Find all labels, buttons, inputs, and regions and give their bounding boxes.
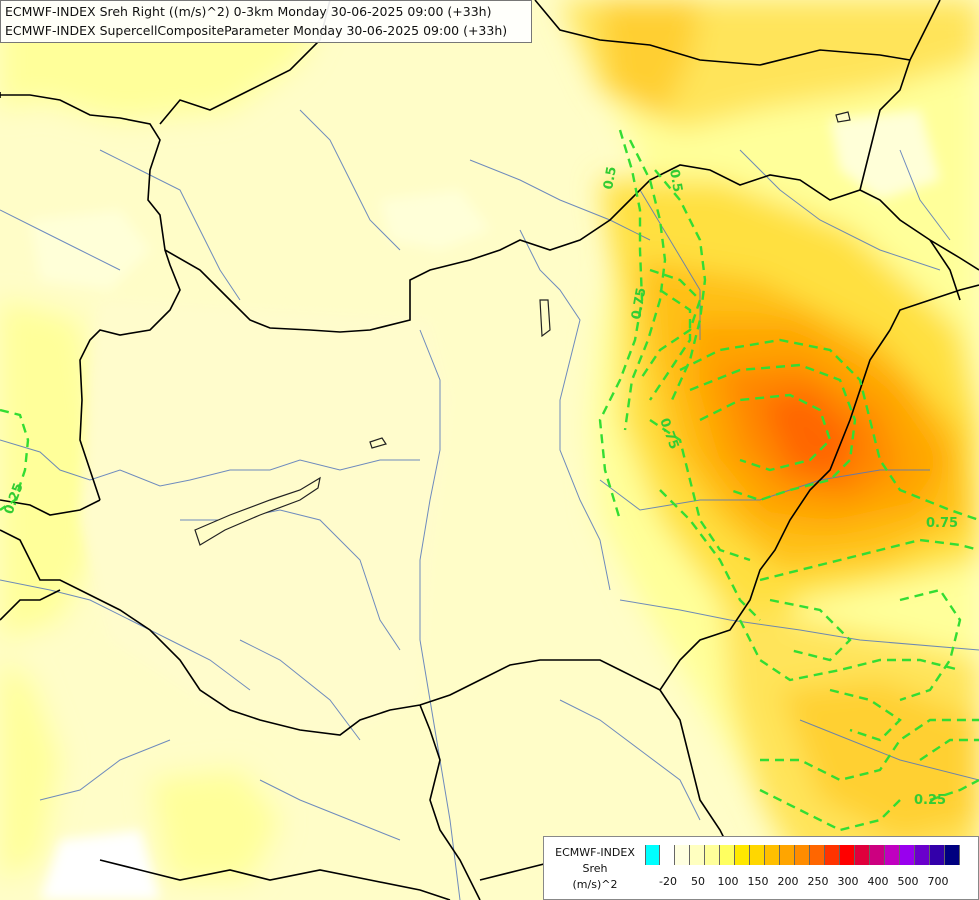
legend-tick-label: 300 [837,875,859,888]
legend-tick-label: 50 [691,875,705,888]
legend-swatch [780,845,795,865]
legend-swatch [900,845,915,865]
legend-swatch [690,845,705,865]
legend-swatch [735,845,750,865]
legend-swatch [915,845,930,865]
legend-swatch [660,845,675,865]
legend-swatch [795,845,810,865]
legend-tick-label: 200 [777,875,799,888]
legend-swatch [675,845,690,865]
legend-swatch [840,845,855,865]
legend-tick-label: 100 [717,875,739,888]
lakes [194,111,851,546]
legend-tick-label: 150 [747,875,769,888]
legend-swatch [765,845,780,865]
contour-label: 0.75 [629,286,649,320]
legend-source: ECMWF-INDEX [555,846,635,859]
legend-swatch [645,845,660,865]
legend-swatch [705,845,720,865]
legend-variable: Sreh [582,862,608,875]
contour-label: 0.25 [914,793,946,808]
legend-tick-label: 500 [897,875,919,888]
scp-contours [0,129,979,832]
legend-swatch [855,845,870,865]
contour-label: 0.5 [666,168,685,193]
contour-label: 0.5 [601,165,620,190]
legend-swatch [945,845,960,865]
rivers [0,109,979,900]
legend-swatch [750,845,765,865]
title-line-2: ECMWF-INDEX SupercellCompositeParameter … [5,23,508,38]
legend-swatch [825,845,840,865]
title-line-1: ECMWF-INDEX Sreh Right ((m/s)^2) 0-3km M… [5,4,492,19]
legend-tick-label: 700 [927,875,949,888]
legend-swatch [930,845,945,865]
legend-tick-label: 400 [867,875,889,888]
color-legend: ECMWF-INDEX Sreh (m/s)^2 -20 50 100 150 200 2… [543,836,979,900]
light-areas [30,110,940,900]
legend-swatch [870,845,885,865]
legend-unit: (m/s)^2 [572,878,618,891]
legend-tick-label: 250 [807,875,829,888]
legend-color-bar [645,845,960,865]
legend-ticks: -20 50 100 150 200 250 300 400 500 700 [645,875,975,889]
legend-swatch [720,845,735,865]
map-title-box: ECMWF-INDEX Sreh Right ((m/s)^2) 0-3km M… [0,0,532,43]
legend-swatch [885,845,900,865]
legend-swatch [810,845,825,865]
legend-tick-label: -20 [659,875,677,888]
contour-label: 0.75 [926,516,958,531]
legend-label: ECMWF-INDEX Sreh (m/s)^2 [548,845,642,893]
